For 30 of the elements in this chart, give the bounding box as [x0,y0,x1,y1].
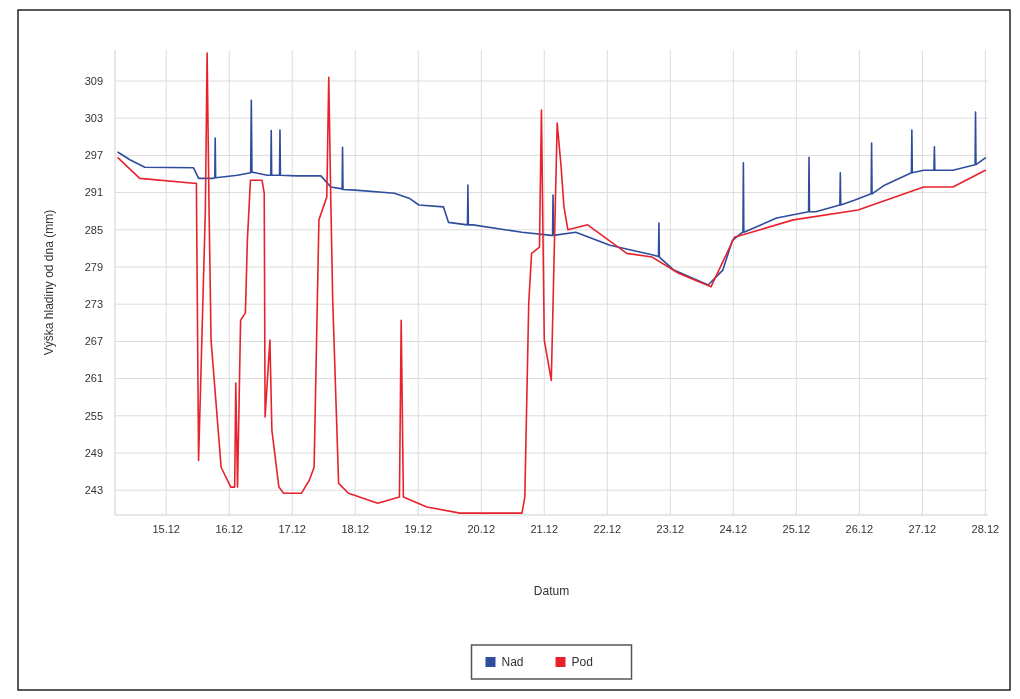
legend-label: Pod [571,655,593,669]
x-tick-label: 18.12 [341,523,369,535]
x-tick-label: 28.12 [971,523,1000,535]
y-tick-label: 291 [84,186,103,199]
x-tick-label: 16.12 [215,523,243,535]
x-tick-label: 20.12 [467,523,496,535]
x-tick-label: 27.12 [908,523,937,535]
y-tick-label: 255 [84,409,103,422]
x-tick-label: 26.12 [845,523,874,535]
x-tick-label: 21.12 [530,523,559,535]
x-tick-label: 22.12 [593,523,622,535]
y-tick-label: 249 [84,446,103,459]
y-tick-label: 273 [84,298,103,311]
y-tick-label: 267 [84,335,103,348]
y-tick-label: 243 [84,484,103,497]
legend-label: Nad [501,655,524,669]
y-tick-label: 261 [84,372,103,385]
x-tick-label: 23.12 [656,523,685,535]
x-tick-label: 25.12 [782,523,811,535]
y-tick-label: 309 [84,74,103,87]
x-axis-title: Datum [533,584,570,598]
y-tick-label: 297 [84,149,103,162]
x-tick-label: 15.12 [152,523,180,535]
y-tick-label: 285 [84,223,103,236]
x-tick-label: 17.12 [278,523,306,535]
y-tick-label: 303 [84,112,103,125]
x-tick-label: 19.12 [404,523,433,535]
y-tick-label: 279 [84,260,103,273]
x-tick-label: 24.12 [719,523,748,535]
y-axis-title: Výška hladiny od dna (mm) [42,209,56,356]
